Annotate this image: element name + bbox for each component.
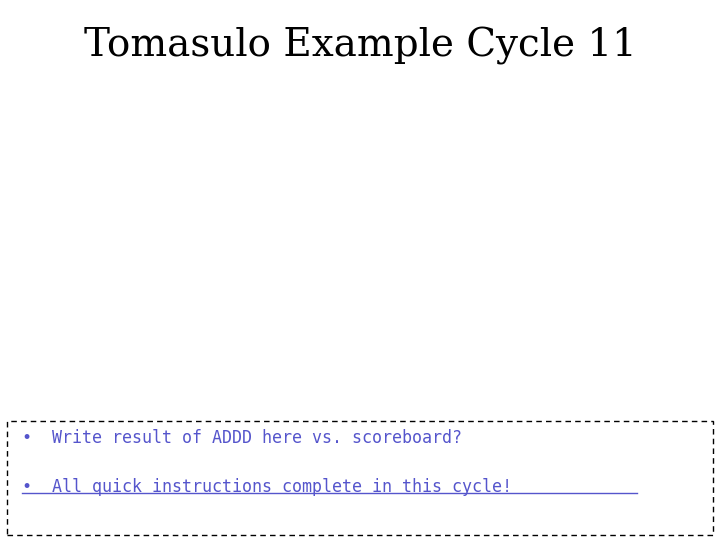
FancyBboxPatch shape: [7, 421, 713, 535]
Text: •  All quick instructions complete in this cycle!: • All quick instructions complete in thi…: [22, 478, 512, 496]
Text: •  Write result of ADDD here vs. scoreboard?: • Write result of ADDD here vs. scoreboa…: [22, 429, 462, 447]
Text: Tomasulo Example Cycle 11: Tomasulo Example Cycle 11: [84, 27, 636, 65]
